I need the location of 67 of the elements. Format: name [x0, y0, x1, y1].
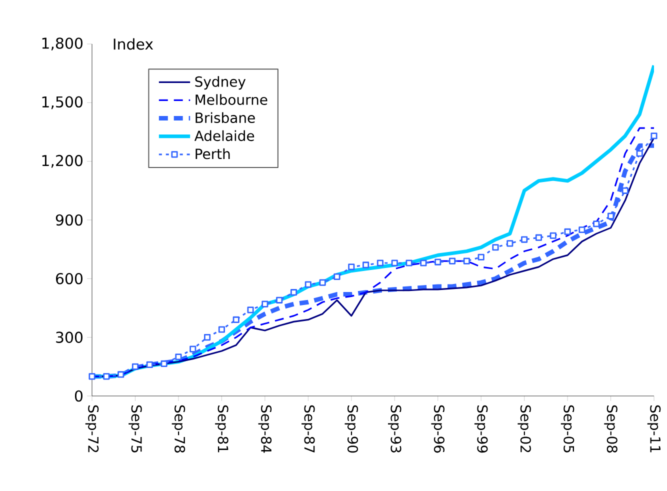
point	[103, 373, 110, 380]
point	[190, 346, 196, 352]
point	[247, 306, 254, 314]
point	[348, 264, 355, 270]
point	[160, 360, 168, 368]
point	[391, 260, 398, 266]
point	[448, 258, 456, 264]
point	[334, 273, 340, 280]
point	[636, 150, 643, 157]
legend-label: Adelaide	[194, 130, 254, 142]
point	[607, 212, 614, 220]
point	[478, 254, 484, 260]
x-tick-label: Sep-93	[388, 405, 402, 452]
x-tick-label: Sep-90	[344, 405, 358, 453]
x-tick-label: Sep-81	[215, 405, 228, 452]
point	[276, 296, 283, 304]
point	[118, 371, 124, 378]
point	[218, 326, 225, 333]
point	[492, 244, 499, 251]
y-tick-label: 1,500	[42, 96, 82, 110]
point	[463, 258, 470, 264]
y-tick-label: 1,800	[42, 38, 82, 50]
x-tick-label: Sep-84	[258, 405, 272, 453]
legend-label: Brisbane	[196, 112, 255, 124]
x-tick-label: Sep-96	[431, 405, 444, 453]
y-axis-title: Index	[114, 38, 154, 50]
y-tick-label: 1,200	[42, 154, 82, 168]
y-tick-label: 0	[74, 390, 82, 402]
point	[132, 363, 139, 370]
x-tick-label: Sep-87	[302, 405, 315, 452]
point	[290, 289, 298, 296]
point	[204, 334, 211, 341]
x-tick-label: Sep-72	[85, 405, 99, 452]
point	[362, 262, 370, 268]
point	[304, 281, 312, 288]
x-tick-label: Sep-08	[604, 405, 618, 453]
point	[535, 234, 542, 241]
legend-label: Melbourne	[196, 94, 268, 105]
point	[406, 260, 412, 266]
point	[650, 132, 658, 140]
y-tick-label: 300	[56, 332, 82, 343]
x-tick-label: Sep-75	[128, 405, 142, 452]
point	[593, 220, 600, 228]
x-tick-label: Sep-78	[172, 405, 186, 453]
x-tick-label: Sep-99	[474, 405, 488, 453]
x-tick-label: Sep-11	[647, 405, 661, 452]
x-tick-label: Sep-05	[560, 405, 574, 452]
point	[578, 226, 586, 234]
point	[175, 354, 182, 360]
point	[232, 316, 240, 324]
point	[434, 258, 442, 266]
point	[564, 228, 571, 236]
legend-label: Sydney	[195, 76, 246, 90]
y-tick-label: 900	[56, 214, 82, 226]
point	[550, 232, 556, 239]
point	[521, 236, 528, 243]
legend-label: Perth	[196, 148, 230, 160]
point	[506, 240, 514, 247]
point	[88, 373, 96, 380]
point	[262, 300, 268, 308]
point	[376, 260, 384, 266]
y-tick-label: 600	[56, 273, 82, 284]
x-tick-label: Sep-02	[518, 405, 531, 452]
point	[319, 279, 326, 286]
point	[146, 361, 153, 368]
point	[622, 187, 628, 194]
point	[420, 260, 427, 266]
